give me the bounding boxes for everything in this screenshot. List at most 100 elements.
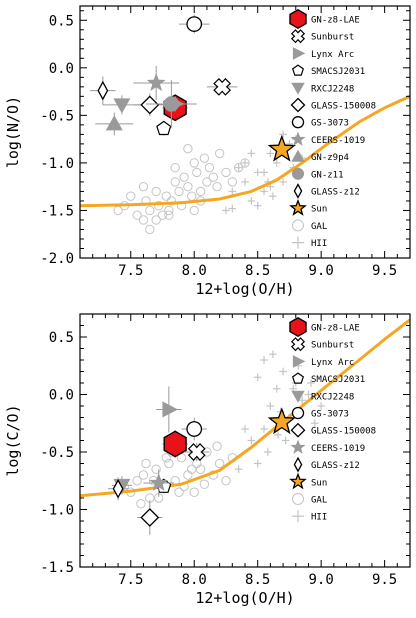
legend-marker-gn-z9p4 — [291, 149, 305, 162]
data-point-sunburst — [187, 443, 206, 461]
legend-item-sunburst: Sunburst — [290, 29, 354, 44]
gal-point — [214, 458, 225, 469]
legend-item-smacsj2031: SMACSJ2031 — [291, 372, 365, 385]
legend-label: SMACSJ2031 — [311, 67, 365, 77]
plot-area — [80, 318, 410, 535]
x-axis-label: 12+log(O/H) — [195, 589, 294, 607]
data-point-sunburst — [213, 77, 232, 96]
series-gn-z8-lae — [162, 430, 188, 458]
hii-point — [269, 192, 277, 200]
data-point-sun — [267, 134, 296, 162]
legend-label: HII — [311, 239, 327, 249]
legend-marker-lynx-arc — [292, 355, 306, 368]
gal-point — [151, 464, 161, 474]
series-lynx-arc — [156, 386, 182, 433]
legend-marker-ceers-1019 — [290, 439, 306, 454]
hii-point — [266, 402, 275, 410]
legend-label: GN-z8-LAE — [311, 324, 360, 334]
data-point-gs-3073 — [186, 16, 203, 32]
data-point-rxcj2248 — [113, 98, 131, 114]
legend-label: GLASS-z12 — [311, 188, 360, 198]
gal-point — [212, 441, 222, 451]
hii-point — [260, 168, 268, 177]
model-curve — [80, 318, 410, 498]
legend-label: RXCJ2248 — [311, 84, 354, 94]
gal-point — [199, 479, 210, 489]
y-tick-label: -0.5 — [40, 108, 74, 124]
legend-label: GAL — [311, 222, 327, 232]
gal-point — [138, 470, 149, 480]
legend-marker-glass-150008 — [290, 97, 306, 113]
y-tick-label: -0.5 — [40, 445, 74, 461]
legend-marker-gn-z8-lae — [289, 316, 307, 338]
legend-marker-glass-z12 — [293, 183, 303, 199]
hii-point — [269, 350, 277, 359]
gal-point — [164, 210, 174, 220]
gal-point — [145, 224, 155, 235]
legend-marker-glass-z12 — [293, 456, 303, 473]
hii-point — [253, 373, 262, 382]
x-tick-label: 8.5 — [245, 572, 270, 588]
hii-point — [241, 425, 249, 433]
legend-label: CEERS-1019 — [311, 444, 365, 454]
legend-item-sun: Sun — [289, 198, 327, 216]
gal-point — [195, 186, 206, 197]
gal-point — [189, 487, 199, 497]
gal-point — [132, 476, 142, 486]
legend-marker-gs-3073 — [291, 116, 305, 129]
y-tick-label: -2.0 — [40, 251, 74, 267]
hii-point — [274, 430, 282, 439]
hii-point — [260, 425, 268, 433]
hii-point — [279, 367, 287, 376]
legend-item-gn-z8-lae: GN-z8-LAE — [289, 8, 360, 30]
legend-label: GS-3073 — [311, 119, 349, 129]
x-tick-label: 9.5 — [372, 572, 397, 588]
gal-point — [195, 464, 206, 474]
data-point-glass-z12 — [112, 478, 124, 499]
gal-point — [189, 205, 199, 216]
hii-point — [264, 448, 272, 456]
gal-point — [183, 181, 193, 192]
model-curve — [80, 94, 410, 208]
gal-point — [227, 177, 238, 187]
x-axis-label: 12+log(O/H) — [195, 280, 294, 298]
hii-point — [317, 402, 325, 410]
gal-point — [233, 162, 244, 173]
gal-point — [166, 196, 177, 206]
gal-point — [189, 158, 199, 168]
gal-point — [157, 210, 168, 220]
data-point-smacsj2031 — [156, 120, 172, 136]
gal-point — [161, 453, 172, 463]
data-point-sun — [267, 407, 296, 435]
legend-item-hii: HII — [292, 236, 327, 249]
gal-point — [138, 215, 149, 225]
gal-point — [126, 191, 136, 201]
hii-point — [253, 201, 262, 210]
data-point-gn-z8-lae — [163, 430, 187, 458]
x-tick-label: 8.5 — [245, 263, 270, 279]
legend-label: Lynx Arc — [311, 50, 354, 60]
legend-item-smacsj2031: SMACSJ2031 — [291, 64, 365, 77]
legend-item-gn-z9p4: GN-z9p4 — [291, 149, 349, 163]
gal-point — [136, 499, 146, 509]
legend-label: CEERS-1019 — [311, 136, 365, 146]
legend-marker-hii — [292, 510, 304, 523]
legend-item-glass-z12: GLASS-z12 — [293, 183, 360, 199]
legend-marker-sun — [289, 198, 307, 216]
x-tick-label: 8.0 — [182, 263, 207, 279]
gal-point — [208, 172, 218, 182]
gal-point — [221, 476, 231, 486]
hii-point — [279, 130, 287, 139]
gal-point — [186, 464, 197, 474]
gal-point — [221, 167, 231, 178]
panel-2: 7.5 8.0 8.5 9.0 9.5 0.5 0.0 -0.5 -1.0 -1.5 12+log(… — [4, 313, 411, 607]
series-sunburst — [184, 442, 210, 462]
panel-1: 7.5 8.0 8.5 9.0 9.5 0.5 0.0 -0.5 -1.0 -1.5 -2.0 12+… — [4, 5, 411, 298]
gal-point — [170, 162, 180, 173]
series-sun — [267, 407, 296, 435]
legend-label: GAL — [311, 496, 327, 506]
legend-label: Sunburst — [311, 33, 354, 43]
gal-point — [179, 172, 189, 182]
legend-marker-gal — [292, 493, 304, 505]
